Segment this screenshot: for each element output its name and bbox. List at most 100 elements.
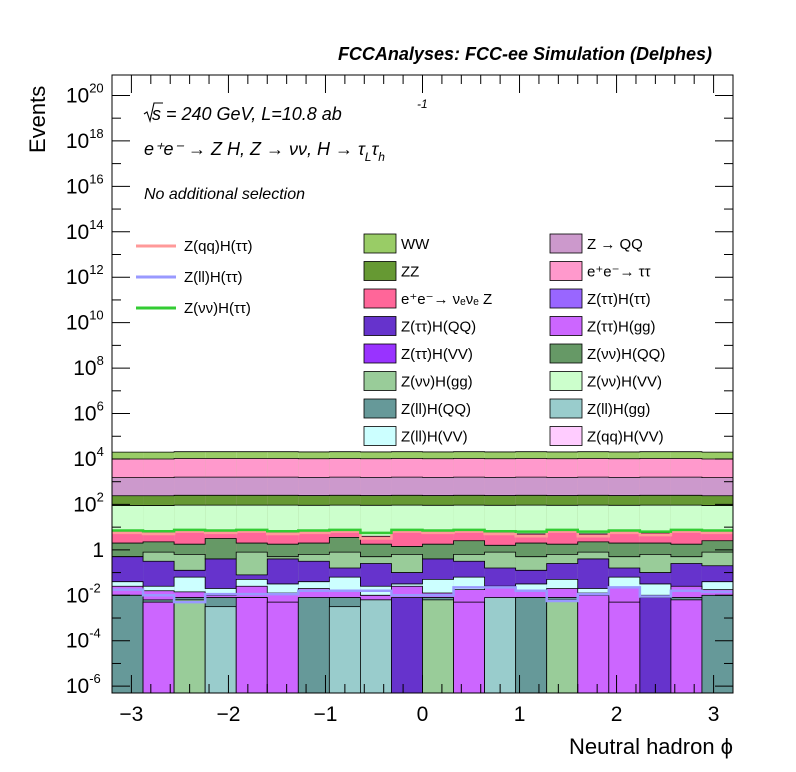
y-tick-exp: -2 bbox=[89, 580, 101, 595]
stack-legend-swatch bbox=[363, 343, 397, 364]
signal-legend-item: Z(νν)H(ττ) bbox=[136, 300, 251, 317]
bottom-bins bbox=[111, 594, 734, 694]
bottom-bar bbox=[204, 606, 237, 694]
annotation-selection: No additional selection bbox=[144, 186, 305, 203]
stack-legend-swatch bbox=[549, 398, 583, 419]
stack-legend-item: Z(qq)H(VV) bbox=[549, 426, 664, 446]
bottom-bar bbox=[608, 601, 641, 694]
stack-legend-swatch bbox=[549, 343, 583, 364]
y-tick-base: 10 bbox=[66, 675, 89, 698]
annotation-process: e⁺e⁻ → Z H, Z → νν, H → τLτh bbox=[144, 139, 385, 164]
x-tick-label: 0 bbox=[417, 703, 429, 726]
stack-legend-label: ZZ bbox=[401, 264, 419, 281]
stack-legend-label: e⁺e⁻→ ττ bbox=[587, 264, 651, 281]
y-tick-label-group: 10 -4 bbox=[66, 626, 101, 653]
bottom-bar bbox=[297, 597, 330, 694]
y-tick-exp: -6 bbox=[89, 671, 101, 686]
signal-legend-label: Z(ll)H(ττ) bbox=[184, 269, 243, 286]
bottom-bar bbox=[577, 594, 610, 694]
stack-legend-label: Z(ττ)H(ττ) bbox=[587, 291, 651, 308]
stack-legend-swatch bbox=[363, 288, 397, 309]
bottom-bar bbox=[484, 597, 517, 694]
y-tick-base: 10 bbox=[66, 130, 89, 153]
y-axis-title: Events bbox=[25, 86, 50, 153]
bottom-bar bbox=[359, 599, 392, 694]
signal-legend-item: Z(ll)H(ττ) bbox=[136, 269, 243, 286]
stack-legend-item: Z(νν)H(VV) bbox=[549, 371, 662, 391]
annotation-process-tau2: τ bbox=[371, 139, 379, 159]
bottom-bar bbox=[422, 599, 454, 694]
signal-legend-label: Z(νν)H(ττ) bbox=[184, 300, 251, 317]
stack-legend-item: Z → QQ bbox=[549, 233, 643, 254]
x-tick-label: −2 bbox=[216, 703, 240, 726]
y-tick-exp: 16 bbox=[89, 171, 103, 186]
y-tick-base: 10 bbox=[66, 312, 89, 335]
x-tick-label: −1 bbox=[313, 703, 337, 726]
y-tick-exp: 14 bbox=[89, 217, 103, 232]
x-tick-labels: −3 −2 −1 0 1 2 3 bbox=[119, 703, 719, 726]
y-tick-label-group: 10 8 bbox=[73, 353, 104, 380]
svg-text:e⁺e⁻ → Z H, Z → νν, H → τLτh: e⁺e⁻ → Z H, Z → νν, H → τLτh bbox=[144, 139, 385, 164]
bottom-bar bbox=[173, 599, 206, 694]
x-tick-label: 1 bbox=[514, 703, 526, 726]
annotation-energy-lumi: = 240 GeV, L=10.8 ab bbox=[161, 104, 342, 124]
stack-legend-label: e⁺e⁻→ νₑνₑ Z bbox=[401, 291, 492, 308]
signal-legend-item: Z(qq)H(ττ) bbox=[136, 238, 253, 255]
x-tick-label: 3 bbox=[708, 703, 720, 726]
stack-legend-item: Z(ττ)H(ττ) bbox=[549, 288, 651, 309]
stack-legend-swatch bbox=[549, 371, 583, 391]
y-tick-base: 10 bbox=[73, 403, 96, 426]
y-tick-label-group: 10 16 bbox=[66, 171, 104, 198]
y-tick-label-group: 10 6 bbox=[73, 399, 104, 426]
svg-text:s = 240 GeV, L=10.8 ab: s = 240 GeV, L=10.8 ab bbox=[152, 104, 342, 124]
stack-legend-label: Z(ll)H(QQ) bbox=[401, 401, 471, 418]
y-tick-exp: 10 bbox=[89, 308, 103, 323]
stack-legend-label: Z(ττ)H(VV) bbox=[401, 346, 473, 363]
signal-legend-label: Z(qq)H(ττ) bbox=[184, 238, 253, 255]
bottom-bar bbox=[391, 597, 423, 694]
stack-legend-label: Z(νν)H(QQ) bbox=[587, 346, 665, 363]
stack-legend-swatch bbox=[549, 261, 583, 281]
x-tick-label: 2 bbox=[611, 703, 623, 726]
bottom-bar bbox=[670, 599, 703, 694]
bottom-bar bbox=[142, 601, 175, 694]
x-tick-label: −3 bbox=[119, 703, 143, 726]
stack-outline bbox=[112, 536, 733, 547]
annotation-process-sub-h: h bbox=[378, 150, 385, 164]
y-tick-base: 10 bbox=[66, 84, 89, 107]
y-tick-label-group: 10 14 bbox=[66, 217, 104, 244]
y-tick-label-group: 10 12 bbox=[66, 262, 104, 289]
x-axis-title: Neutral hadron ϕ bbox=[569, 734, 733, 759]
bottom-bar bbox=[453, 601, 485, 694]
y-tick-exp: 8 bbox=[97, 353, 104, 368]
y-tick-base: 10 bbox=[66, 266, 89, 289]
y-tick-label-group: 10 2 bbox=[73, 489, 104, 516]
stack-legend-label: Z(qq)H(VV) bbox=[587, 429, 664, 446]
bottom-bar bbox=[639, 597, 672, 694]
bottom-bar bbox=[701, 594, 734, 694]
stack-legend-item: Z(ll)H(VV) bbox=[363, 426, 468, 446]
y-tick-base: 10 bbox=[66, 175, 89, 198]
y-tick-exp: -4 bbox=[89, 626, 101, 641]
bottom-bar bbox=[111, 594, 144, 694]
y-tick-base: 10 bbox=[73, 448, 96, 471]
bottom-bar bbox=[266, 601, 299, 694]
stack-legend-swatch bbox=[549, 426, 583, 446]
stack-legend-item: Z(ττ)H(VV) bbox=[363, 343, 473, 364]
stack-legend-swatch bbox=[363, 371, 397, 391]
y-tick-exp: 18 bbox=[89, 126, 103, 141]
bottom-bar bbox=[328, 606, 361, 694]
y-tick-label-group: 10 4 bbox=[73, 444, 104, 471]
stack-legend-item: Z(νν)H(QQ) bbox=[549, 343, 665, 364]
stack-legend-swatch bbox=[549, 316, 583, 336]
axis-ticks bbox=[111, 75, 734, 693]
annotation-process-sub-l: L bbox=[365, 150, 372, 164]
bottom-bar bbox=[235, 597, 268, 694]
annotation-process-main: e⁺e⁻ → Z H, Z → νν, H → τ bbox=[144, 139, 366, 159]
bottom-bar bbox=[546, 599, 579, 694]
y-tick-base: 10 bbox=[66, 584, 89, 607]
stack-legend-item: Z(ll)H(QQ) bbox=[363, 398, 471, 419]
y-tick-label-group: 10 -2 bbox=[66, 580, 101, 607]
y-tick-exp: 20 bbox=[89, 80, 103, 95]
